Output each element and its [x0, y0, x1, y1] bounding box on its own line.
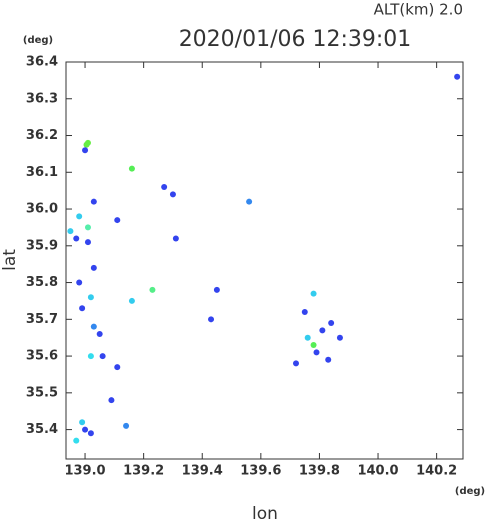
echo-point [79, 419, 86, 426]
x-tick-label: 140.2 [416, 464, 457, 479]
echo-point [108, 397, 115, 404]
echo-point [84, 224, 91, 231]
echo-point [246, 198, 253, 205]
echo-point [208, 316, 215, 323]
plot-frame [65, 61, 464, 460]
echo-point [313, 349, 320, 356]
echo-point [310, 342, 317, 349]
y-tick-label: 36.1 [26, 165, 58, 180]
echo-point [328, 319, 335, 326]
echo-point [172, 235, 179, 242]
echo-point [325, 356, 332, 363]
y-tick-label: 36.4 [26, 55, 58, 70]
echo-point [123, 422, 130, 429]
echo-point [319, 327, 326, 334]
echo-point [83, 141, 90, 148]
echo-point [90, 323, 97, 330]
x-tick-label: 139.0 [64, 464, 105, 479]
echo-point [304, 334, 311, 341]
echo-point [87, 430, 94, 437]
echo-point [73, 235, 80, 242]
echo-point [90, 198, 97, 205]
echo-point [73, 437, 80, 444]
echo-point [87, 353, 94, 360]
echo-point [84, 239, 91, 246]
y-tick-label: 35.8 [26, 275, 58, 290]
echo-point [99, 353, 106, 360]
echo-point [128, 165, 135, 172]
echo-point [79, 305, 86, 312]
y-tick-label: 36.2 [26, 128, 58, 143]
y-tick-label: 35.5 [26, 385, 58, 400]
echo-point [76, 213, 83, 220]
echo-point [76, 279, 83, 286]
x-tick-label: 139.8 [299, 464, 340, 479]
y-tick-label: 36.0 [26, 202, 58, 217]
echo-point [114, 364, 121, 371]
chart-subtitle: ALT(km) 2.0 [374, 1, 463, 19]
echo-point [114, 217, 121, 224]
x-tick-label: 139.6 [240, 464, 281, 479]
y-tick-label: 35.7 [26, 312, 58, 327]
echo-point [454, 73, 461, 80]
echo-point [213, 286, 220, 293]
x-tick-label: 139.4 [182, 464, 223, 479]
echo-point [67, 228, 74, 235]
echo-point [90, 264, 97, 271]
y-tick-label: 35.9 [26, 238, 58, 253]
echo-point [161, 183, 168, 190]
echo-point [301, 308, 308, 315]
echo-point [87, 294, 94, 301]
chart-title: 2020/01/06 12:39:01 [179, 27, 412, 52]
echo-point [310, 290, 317, 297]
x-tick-label: 139.2 [123, 464, 164, 479]
echo-point [149, 286, 156, 293]
x-axis-label: lon [252, 504, 278, 521]
y-tick-label: 35.6 [26, 349, 58, 364]
echo-point [128, 297, 135, 304]
x-unit: (deg) [455, 486, 485, 497]
x-tick-label: 140.0 [357, 464, 398, 479]
y-axis-label: lat [0, 249, 20, 271]
y-unit: (deg) [23, 35, 53, 46]
echo-point [169, 191, 176, 198]
echo-point [82, 426, 89, 433]
echo-point [96, 331, 103, 338]
y-tick-label: 35.4 [26, 422, 58, 437]
echo-point [336, 334, 343, 341]
echo-point [82, 147, 89, 154]
echo-point [292, 360, 299, 367]
y-tick-label: 36.3 [26, 91, 58, 106]
